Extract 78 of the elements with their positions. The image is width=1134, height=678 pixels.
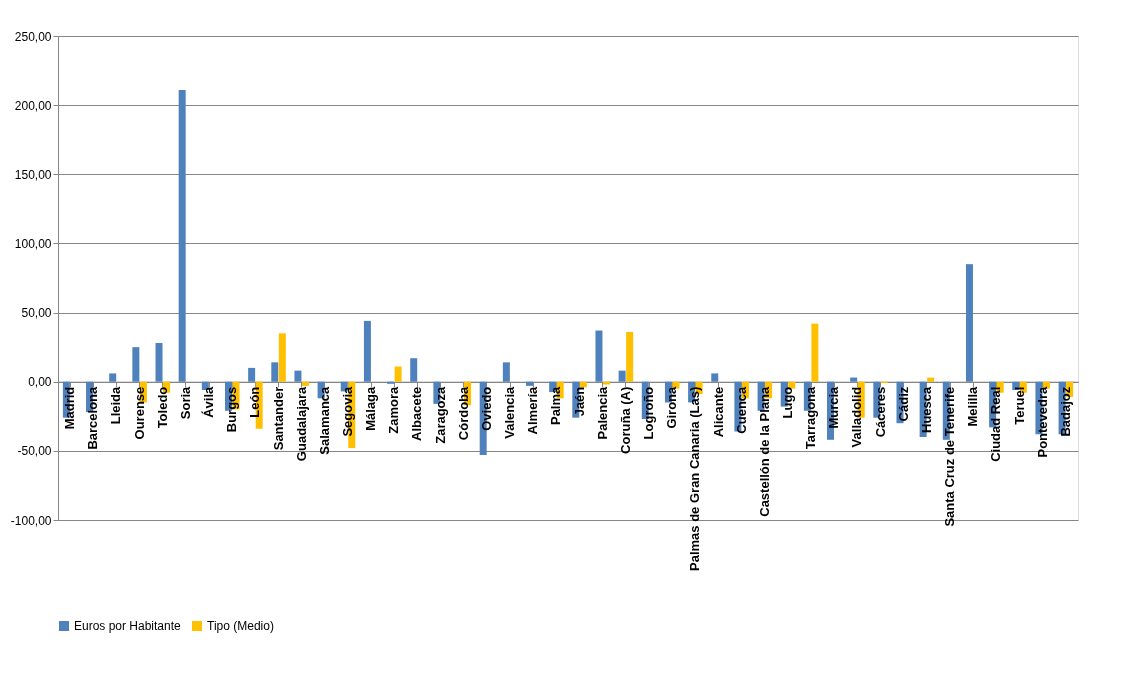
x-tick-label: Albacete [409, 386, 425, 441]
x-tick-label: Guadalajara [293, 385, 309, 462]
x-tick-label: Segovia [340, 385, 356, 437]
y-tick-label: 200,00 [14, 98, 52, 113]
x-tick-label: Oviedo [478, 386, 494, 431]
y-tick-label: 50,00 [21, 306, 52, 321]
x-tick-label: Santa Cruz de Tenerife [942, 386, 958, 527]
x-tick-label: Cuenca [733, 385, 749, 434]
bar [278, 333, 286, 382]
x-tick-label: Jaén [571, 386, 587, 417]
x-tick-label: Palmas de Gran Canaria (Las) [687, 386, 703, 571]
x-tick-label: Zaragoza [432, 385, 448, 444]
y-tick-label: -100,00 [10, 513, 52, 528]
x-tick-label: Ourense [131, 386, 147, 440]
x-tick-label: Murcia [826, 385, 842, 429]
y-tick-label: 100,00 [14, 236, 52, 251]
bar [155, 342, 163, 382]
x-tick-label: Melilla [965, 385, 981, 427]
legend-label: Tipo (Medio) [207, 619, 274, 633]
y-tick-label: 0,00 [28, 375, 52, 390]
bar [301, 381, 309, 386]
bar [294, 370, 302, 382]
bar [394, 366, 402, 382]
y-tick-label: -50,00 [17, 444, 52, 459]
x-tick-label: Soria [177, 385, 193, 420]
bar [618, 370, 626, 382]
bar [595, 330, 603, 382]
x-tick-label: Barcelona [85, 385, 101, 450]
y-tick-label: 150,00 [14, 167, 52, 182]
bar [711, 373, 719, 382]
x-tick-label: Logroño [641, 386, 657, 440]
x-tick-label: León [247, 386, 263, 418]
x-tick-label: Palma [548, 385, 564, 426]
x-tick-label: Santander [270, 386, 286, 451]
x-tick-label: Tarragona [803, 385, 819, 450]
x-tick-label: Zamora [386, 385, 402, 434]
x-tick-label: Burgos [224, 386, 240, 433]
x-tick-label: Huesca [918, 385, 934, 433]
bar [526, 381, 533, 386]
bar [363, 320, 371, 382]
bar [579, 381, 587, 388]
x-tick-label: Lleida [108, 385, 124, 425]
x-tick-label: Córdoba [455, 385, 471, 441]
bar [109, 373, 117, 382]
x-tick-label: Palencia [594, 385, 610, 440]
y-tick-label: 250,00 [14, 29, 52, 44]
x-tick-label: Lugo [779, 386, 795, 419]
x-tick-label: Cáceres [872, 386, 888, 438]
legend-label: Euros por Habitante [74, 619, 182, 633]
x-tick-label: Cádiz [895, 386, 911, 422]
x-tick-label: Valencia [502, 385, 518, 439]
x-tick-label: Badajoz [1057, 386, 1073, 437]
bar [178, 89, 186, 382]
x-tick-label: Teruel [1011, 386, 1027, 425]
bar [248, 367, 256, 382]
x-tick-label: Coruña (A) [617, 386, 633, 454]
x-tick-label: Almería [525, 385, 541, 435]
x-tick-label: Salamanca [316, 385, 332, 455]
x-tick-label: Valladolid [849, 386, 865, 448]
bar [850, 377, 858, 382]
x-tick-label: Ávila [201, 385, 217, 418]
x-tick-label: Pontevedra [1034, 385, 1050, 458]
bar [387, 381, 395, 384]
bar [811, 323, 819, 382]
x-tick-label: Girona [664, 385, 680, 429]
bar [502, 362, 510, 382]
bar [271, 362, 279, 382]
x-tick-label: Madrid [62, 386, 78, 430]
bar [410, 358, 418, 382]
bar [927, 377, 935, 382]
bar [965, 264, 973, 382]
x-tick-label: Toledo [154, 386, 170, 429]
bar [626, 331, 634, 382]
x-tick-label: Ciudad Real [988, 386, 1004, 462]
bar [132, 347, 140, 382]
x-tick-label: Alicante [710, 386, 726, 438]
x-tick-label: Málaga [363, 385, 379, 431]
x-tick-label: Castellón de la Plana [756, 385, 772, 517]
